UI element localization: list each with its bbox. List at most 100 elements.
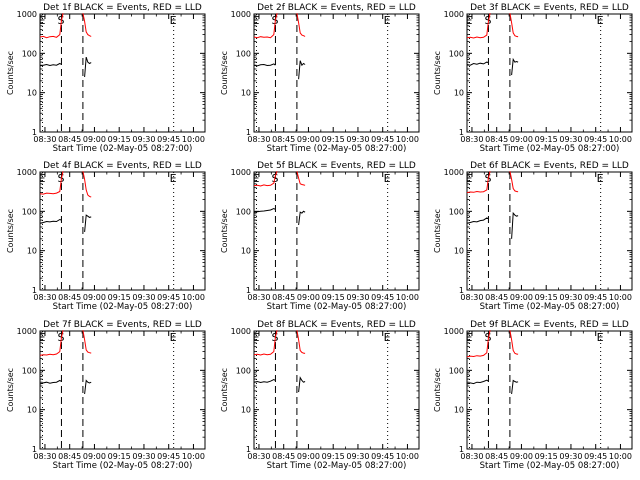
y-tick-label: 1 bbox=[32, 128, 37, 137]
series-lld-line bbox=[466, 330, 491, 358]
marker-label: E bbox=[384, 14, 391, 27]
x-tick-label: 08:30 bbox=[460, 452, 483, 461]
plot-frame bbox=[253, 330, 420, 450]
x-tick-label: 10:00 bbox=[396, 135, 419, 144]
x-axis-label: Start Time (02-May-05 08:27:00) bbox=[267, 461, 407, 471]
y-axis-label: Counts/sec bbox=[433, 51, 442, 95]
y-tick-label: 1000 bbox=[444, 168, 464, 177]
y-tick-label: 10 bbox=[454, 406, 464, 415]
x-tick-label: 10:00 bbox=[609, 135, 632, 144]
y-axis-label: Counts/sec bbox=[433, 209, 442, 253]
x-tick-label: 10:00 bbox=[396, 293, 419, 302]
marker-label: E bbox=[465, 331, 472, 344]
x-tick-label: 08:30 bbox=[33, 452, 56, 461]
series-lld-line bbox=[466, 171, 491, 194]
marker-label: E bbox=[38, 14, 45, 27]
series-events-line bbox=[253, 63, 276, 67]
chart-panel-7: Det 7f BLACK = Events, RED = LLD 1 10 100 10… bbox=[6, 320, 206, 471]
x-tick-label: 09:00 bbox=[83, 293, 106, 302]
chart-panel-5: Det 5f BLACK = Events, RED = LLD 1 10 100 10… bbox=[220, 161, 420, 312]
chart-panel-4: Det 4f BLACK = Events, RED = LLD 1 10 100 10… bbox=[6, 161, 206, 312]
series-lld-line bbox=[253, 171, 278, 187]
x-tick-label: 10:00 bbox=[609, 293, 632, 302]
x-tick-label: 08:45 bbox=[485, 135, 508, 144]
x-tick-label: 08:45 bbox=[485, 452, 508, 461]
x-axis-label: Start Time (02-May-05 08:27:00) bbox=[267, 144, 407, 154]
x-tick-label: 09:45 bbox=[584, 135, 607, 144]
x-axis-label: Start Time (02-May-05 08:27:00) bbox=[53, 144, 193, 154]
x-tick-label: 09:30 bbox=[559, 452, 582, 461]
marker-label: S bbox=[484, 14, 491, 27]
y-axis-label: Counts/sec bbox=[220, 368, 229, 412]
y-axis-label: Counts/sec bbox=[220, 51, 229, 95]
marker-label: E bbox=[38, 331, 45, 344]
chart-panel-1: Det 1f BLACK = Events, RED = LLD 1 10 100 10… bbox=[6, 3, 206, 154]
series-lld-line bbox=[296, 13, 306, 37]
marker-label: E bbox=[597, 14, 604, 27]
plot-frame bbox=[466, 330, 633, 450]
y-tick-label: 1 bbox=[246, 445, 251, 454]
x-tick-label: 09:45 bbox=[157, 293, 180, 302]
series-lld-line bbox=[296, 330, 306, 354]
x-tick-label: 08:45 bbox=[58, 452, 81, 461]
chart-panel-9: Det 9f BLACK = Events, RED = LLD 1 10 100 10… bbox=[433, 320, 633, 471]
series-events-line bbox=[466, 61, 489, 66]
x-tick-label: 09:30 bbox=[559, 135, 582, 144]
chart-panel-2: Det 2f BLACK = Events, RED = LLD 1 10 100 10… bbox=[220, 3, 420, 154]
y-tick-label: 100 bbox=[22, 207, 37, 216]
x-tick-label: 10:00 bbox=[182, 135, 205, 144]
x-tick-label: 09:30 bbox=[346, 293, 369, 302]
y-tick-label: 1 bbox=[246, 128, 251, 137]
x-axis-label: Start Time (02-May-05 08:27:00) bbox=[480, 461, 620, 471]
chart-title: Det 1f BLACK = Events, RED = LLD bbox=[43, 3, 202, 13]
x-tick-label: 09:45 bbox=[371, 452, 394, 461]
x-tick-label: 09:30 bbox=[559, 293, 582, 302]
series-events-line bbox=[466, 217, 489, 224]
marker-label: E bbox=[170, 331, 177, 344]
x-tick-label: 08:30 bbox=[33, 293, 56, 302]
x-tick-label: 08:45 bbox=[272, 135, 295, 144]
x-tick-label: 09:30 bbox=[346, 135, 369, 144]
x-tick-label: 09:15 bbox=[322, 293, 345, 302]
marker-label: E bbox=[597, 172, 604, 185]
x-axis-label: Start Time (02-May-05 08:27:00) bbox=[480, 302, 620, 312]
series-lld-line bbox=[82, 171, 92, 198]
x-tick-label: 09:15 bbox=[108, 452, 131, 461]
x-tick-label: 09:15 bbox=[535, 135, 558, 144]
y-axis-label: Counts/sec bbox=[433, 368, 442, 412]
y-axis-label: Counts/sec bbox=[6, 368, 15, 412]
series-lld-line bbox=[82, 330, 92, 354]
y-tick-label: 1000 bbox=[17, 10, 37, 19]
y-axis-label: Counts/sec bbox=[6, 209, 15, 253]
y-tick-label: 10 bbox=[27, 406, 37, 415]
x-tick-label: 08:30 bbox=[247, 293, 270, 302]
marker-label: E bbox=[465, 14, 472, 27]
chart-title: Det 9f BLACK = Events, RED = LLD bbox=[470, 320, 629, 330]
series-events-line bbox=[298, 376, 306, 393]
marker-label: E bbox=[597, 331, 604, 344]
series-events-line bbox=[84, 214, 92, 232]
series-lld-line bbox=[466, 13, 491, 39]
series-events-line bbox=[511, 211, 519, 239]
x-tick-label: 09:00 bbox=[510, 293, 533, 302]
y-axis-label: Counts/sec bbox=[220, 209, 229, 253]
x-tick-label: 09:00 bbox=[510, 135, 533, 144]
x-tick-label: 08:45 bbox=[272, 452, 295, 461]
y-axis-label: Counts/sec bbox=[6, 51, 15, 95]
y-tick-label: 1000 bbox=[444, 10, 464, 19]
x-axis-label: Start Time (02-May-05 08:27:00) bbox=[267, 302, 407, 312]
x-tick-label: 08:45 bbox=[58, 293, 81, 302]
x-tick-label: 09:00 bbox=[297, 135, 320, 144]
series-lld-line bbox=[296, 171, 306, 186]
chart-panel-6: Det 6f BLACK = Events, RED = LLD 1 10 100 10… bbox=[433, 161, 633, 312]
marker-label: E bbox=[38, 172, 45, 185]
x-tick-label: 09:15 bbox=[535, 293, 558, 302]
y-tick-label: 100 bbox=[236, 49, 251, 58]
x-tick-label: 08:45 bbox=[58, 135, 81, 144]
chart-title: Det 6f BLACK = Events, RED = LLD bbox=[470, 161, 629, 171]
y-tick-label: 100 bbox=[22, 49, 37, 58]
marker-label: E bbox=[170, 14, 177, 27]
plot-frame bbox=[253, 171, 420, 291]
plot-frame bbox=[466, 13, 633, 133]
x-tick-label: 08:45 bbox=[485, 293, 508, 302]
